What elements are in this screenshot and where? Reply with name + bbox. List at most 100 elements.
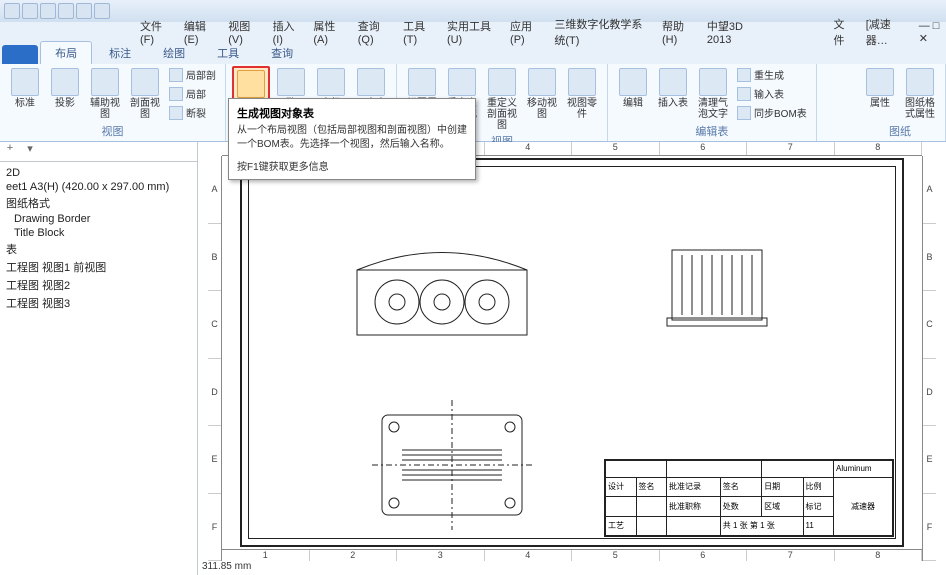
drawing-view-3[interactable] <box>372 400 532 530</box>
btn-aux-label: 辅助视图 <box>88 98 122 120</box>
status-bar: 311.85 mm <box>198 561 251 575</box>
tree-item[interactable]: 工程图 视图2 <box>6 276 191 294</box>
btn-redefsection[interactable]: 重定义剖面视图 <box>483 66 521 133</box>
drawing-view-1[interactable] <box>352 230 532 340</box>
btn-edit[interactable]: 编辑 <box>614 66 652 111</box>
hole-icon <box>277 68 305 96</box>
btn-inputtable[interactable]: 输入表 <box>734 85 810 102</box>
tb-cell: 共 1 张 第 1 张 <box>720 516 803 536</box>
break-icon <box>169 106 183 120</box>
btn-local-label: 局部 <box>186 86 206 101</box>
syncbom-icon <box>737 106 751 120</box>
btn-local-section[interactable]: 局部剖 <box>166 66 219 83</box>
tree-item[interactable]: 表 <box>6 240 191 258</box>
ruler-mark: D <box>923 359 936 427</box>
qat-undo-icon[interactable] <box>76 3 92 19</box>
drawing-area[interactable]: 12345678 ABCDEF ABCDEF 12345678 Aluminum… <box>198 142 946 561</box>
btn-project-label: 投影 <box>55 98 75 109</box>
electrode-icon <box>317 68 345 96</box>
tab-icon[interactable]: ▾ <box>20 142 40 161</box>
tab-annotate[interactable]: 标注 <box>94 41 146 64</box>
ruler-mark: 5 <box>572 142 660 155</box>
tab-draw[interactable]: 绘图 <box>148 41 200 64</box>
btn-aux[interactable]: 辅助视图 <box>86 66 124 122</box>
min-icon[interactable]: — <box>919 20 930 32</box>
ruler-mark: A <box>923 156 936 224</box>
max-icon[interactable]: □ <box>933 20 940 32</box>
group-view: 标准 投影 辅助视图 剖面视图 局部剖 局部 断裂 视图 <box>0 64 226 141</box>
qat-redo-icon[interactable] <box>94 3 110 19</box>
menu-tools[interactable]: 工具(T) <box>403 18 433 46</box>
regen-icon <box>737 68 751 82</box>
local-section-icon <box>169 68 183 82</box>
tree-item[interactable]: 工程图 视图1 前视图 <box>6 258 191 276</box>
menu-app[interactable]: 应用(P) <box>510 18 540 46</box>
qat-save-icon[interactable] <box>40 3 56 19</box>
qat-print-icon[interactable] <box>58 3 74 19</box>
ruler-mark: B <box>208 224 221 292</box>
btn-inserttable-label: 插入表 <box>658 98 688 109</box>
ruler-mark: F <box>208 494 221 562</box>
inserttable-icon <box>659 68 687 96</box>
group-sheet: 属性 图纸格式属性 图纸 <box>855 64 946 141</box>
close-icon[interactable]: ✕ <box>919 33 928 45</box>
tab-file[interactable] <box>2 45 38 64</box>
btn-viewpart[interactable]: 视图零件 <box>563 66 601 122</box>
qat-open-icon[interactable] <box>22 3 38 19</box>
tb-cell: 工艺 <box>606 516 637 536</box>
file-name: [减速器… <box>866 16 905 48</box>
btn-local[interactable]: 局部 <box>166 85 219 102</box>
btn-edit-label: 编辑 <box>623 98 643 109</box>
btn-standard[interactable]: 标准 <box>6 66 44 111</box>
btn-inserttable[interactable]: 插入表 <box>654 66 692 111</box>
btn-syncbom[interactable]: 同步BOM表 <box>734 104 810 121</box>
btn-cleanballoon-label: 清理气泡文字 <box>696 98 730 120</box>
menu-attr[interactable]: 属性(A) <box>313 18 343 46</box>
btn-regen[interactable]: 重生成 <box>734 66 810 83</box>
tb-cell: 比例 <box>803 477 834 497</box>
section-icon <box>131 68 159 96</box>
btn-local-section-label: 局部剖 <box>186 67 216 82</box>
tab-tools[interactable]: 工具 <box>202 41 254 64</box>
btn-break[interactable]: 断裂 <box>166 104 219 121</box>
tb-cell: 设计 <box>606 477 637 497</box>
tab-layout[interactable]: 布局 <box>40 41 92 64</box>
ruler-mark: 4 <box>485 142 573 155</box>
btn-sheetfmt[interactable]: 图纸格式属性 <box>901 66 939 122</box>
tooltip: 生成视图对象表 从一个布局视图（包括局部视图和剖面视图）中创建一个BOM表。先选… <box>228 98 476 180</box>
menu-help[interactable]: 帮助(H) <box>662 18 693 46</box>
btn-break-label: 断裂 <box>186 105 206 120</box>
btn-cleanballoon[interactable]: 清理气泡文字 <box>694 66 732 122</box>
tree-item[interactable]: Drawing Border <box>6 212 191 226</box>
menu-util[interactable]: 实用工具(U) <box>447 18 496 46</box>
add-tab-button[interactable]: + <box>0 142 20 161</box>
tree-item[interactable]: eet1 A3(H) (420.00 x 297.00 mm) <box>6 180 191 194</box>
ruler-mark: 1 <box>222 550 310 561</box>
ruler-mark: E <box>923 426 936 494</box>
title-block[interactable]: Aluminum 设计签名批准记录签名日期比例减速器 批准职称处数区域标记 工艺… <box>604 459 894 537</box>
btn-project[interactable]: 投影 <box>46 66 84 111</box>
qat-new-icon[interactable] <box>4 3 20 19</box>
tree-item[interactable]: Title Block <box>6 226 191 240</box>
ruler-mark: 2 <box>310 550 398 561</box>
tree-item[interactable]: 工程图 视图3 <box>6 294 191 312</box>
inputtable-icon <box>737 87 751 101</box>
ruler-mark: D <box>208 359 221 427</box>
drawing-view-2[interactable] <box>662 240 772 330</box>
tree-item[interactable]: 图纸格式 <box>6 194 191 212</box>
btn-moveview[interactable]: 移动视图 <box>523 66 561 122</box>
ruler-mark: C <box>923 291 936 359</box>
ruler-mark: 6 <box>660 550 748 561</box>
tb-material: Aluminum <box>834 461 893 478</box>
tb-cell: 批准职称 <box>667 497 721 517</box>
menu-query[interactable]: 查询(Q) <box>358 18 389 46</box>
btn-section[interactable]: 剖面视图 <box>126 66 164 122</box>
ruler-mark: 7 <box>747 550 835 561</box>
tab-query[interactable]: 查询 <box>256 41 308 64</box>
menu-3d[interactable]: 三维数字化教学系统(T) <box>554 16 648 48</box>
btn-sheetattr[interactable]: 属性 <box>861 66 899 111</box>
ruler-mark: 8 <box>835 550 923 561</box>
local-icon <box>169 87 183 101</box>
tree-item[interactable]: 2D <box>6 166 191 180</box>
ruler-mark: F <box>923 494 936 562</box>
